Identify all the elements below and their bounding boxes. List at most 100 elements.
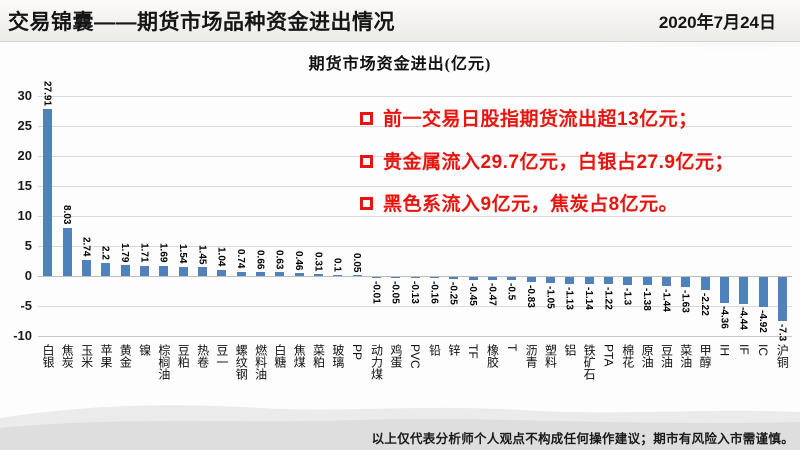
gridline xyxy=(38,126,792,127)
category-cell: 玉米 xyxy=(77,344,96,368)
risk-disclaimer: 以上仅代表分析师个人观点不构成任何操作建议；期市有风险入市需谨慎。 xyxy=(371,432,794,446)
bar-PP xyxy=(352,275,362,276)
category-cell: 铅 xyxy=(425,344,444,356)
category-label: 菜油 xyxy=(678,344,693,368)
bar-value-label: 1.71 xyxy=(138,243,150,263)
bar-焦煤 xyxy=(294,273,304,276)
bar-棉花 xyxy=(623,277,633,285)
category-label: IF xyxy=(736,344,751,355)
bar-鸡蛋 xyxy=(391,277,401,278)
bar-value-label: -4.44 xyxy=(737,306,749,330)
bar-value-label: 1.04 xyxy=(215,247,227,267)
bar-value-label: 0.63 xyxy=(273,249,285,270)
bar-菜粕 xyxy=(313,274,323,276)
gridline xyxy=(38,96,792,97)
category-label: 豆粕 xyxy=(176,344,191,368)
bar-value-label: -4.36 xyxy=(718,306,730,329)
bar-塑料 xyxy=(545,277,555,284)
category-label: 燃料油 xyxy=(253,344,268,380)
chart-title: 期货市场资金进出(亿元) xyxy=(308,56,492,73)
category-cell: 塑料 xyxy=(541,344,560,368)
category-cell: 橡胶 xyxy=(483,344,502,368)
bar-value-label: -1.22 xyxy=(602,287,614,311)
bar-value-label: 2.2 xyxy=(99,245,111,260)
bar-value-label: -1.13 xyxy=(563,286,575,310)
category-cell: 苹果 xyxy=(96,344,115,368)
category-label: 玻璃 xyxy=(330,344,345,368)
category-cell: 棕榈油 xyxy=(154,344,173,380)
category-cell: 铁矿石 xyxy=(579,344,598,380)
category-cell: 动力煤 xyxy=(367,344,386,380)
bar-热卷 xyxy=(197,267,207,276)
bar-镍 xyxy=(139,265,149,276)
y-axis-tick-label: 20 xyxy=(17,148,32,163)
bar-苹果 xyxy=(101,262,111,276)
annotation-text: 前一交易日股指期货流出超13亿元； xyxy=(383,109,698,130)
category-label: 塑料 xyxy=(543,344,558,368)
bar-value-label: 1.69 xyxy=(157,243,169,263)
category-label: 螺纹钢 xyxy=(234,344,249,380)
bar-value-label: -0.05 xyxy=(389,280,401,304)
gridline xyxy=(38,186,792,187)
category-cell: 沪铜 xyxy=(772,344,791,368)
category-cell: 燃料油 xyxy=(251,344,270,380)
bar-豆油 xyxy=(661,277,671,286)
category-label: PP xyxy=(350,344,365,361)
header-bar: 交易锦囊——期货市场品种资金进出情况 2020年7月24日 xyxy=(0,0,800,42)
bar-沥青 xyxy=(526,277,536,282)
bar-value-label: -0.45 xyxy=(467,282,478,306)
category-cell: 玻璃 xyxy=(328,344,347,368)
bar-锌 xyxy=(449,277,459,279)
category-label: 锌 xyxy=(446,344,461,356)
category-cell: 甲醇 xyxy=(695,344,714,368)
bar-豆一 xyxy=(217,269,227,276)
bar-value-label: -1.3 xyxy=(621,287,633,306)
category-cell: 镍 xyxy=(135,344,154,356)
category-label: PTA xyxy=(601,344,616,367)
category-cell: 铝 xyxy=(560,344,579,356)
bar-value-label: -0.01 xyxy=(370,280,382,304)
category-label: 黄金 xyxy=(118,344,133,368)
y-axis-tick-label: -10 xyxy=(13,328,32,343)
category-label: 甲醇 xyxy=(698,344,713,368)
bar-value-label: 0.1 xyxy=(331,258,343,273)
bar-棕榈油 xyxy=(159,265,169,276)
plot-area: 30 25 20 15 10 5 0 -5 -10 27.91 8.03 2.74 2.2 1.79 1.7… xyxy=(13,81,792,343)
category-label: 苹果 xyxy=(98,344,113,368)
bar-value-label: -0.13 xyxy=(409,280,420,304)
bar-沪铜 xyxy=(777,277,787,321)
bar-白银 xyxy=(43,108,53,276)
category-label: 白银 xyxy=(40,344,55,368)
y-axis-tick-label: 25 xyxy=(17,118,32,133)
bar-value-label: -1.63 xyxy=(679,289,691,313)
category-label: 焦炭 xyxy=(60,344,75,368)
bar-螺纹钢 xyxy=(236,271,246,276)
category-cell: 豆粕 xyxy=(173,344,192,368)
category-cell: 白糖 xyxy=(270,344,289,368)
category-cell: 焦炭 xyxy=(57,344,76,368)
category-label: 原油 xyxy=(640,344,655,368)
category-cell: 棉花 xyxy=(618,344,637,368)
category-cell: 原油 xyxy=(637,344,656,368)
bar-value-label: -0.16 xyxy=(428,280,440,304)
category-label: 棉花 xyxy=(620,344,635,368)
bar-动力煤 xyxy=(371,277,381,278)
category-label: TF xyxy=(466,344,481,359)
category-cell: PP xyxy=(347,344,366,360)
category-axis: 白银 焦炭 玉米 苹果 黄金镍棕榈油 豆粕 热卷 豆一 螺纹钢 燃料油 白糖 焦煤 菜粕 玻璃 PP 动力煤鸡… xyxy=(38,344,792,404)
category-label: T xyxy=(504,344,519,352)
gridline xyxy=(38,276,792,277)
y-axis-tick-label: -5 xyxy=(20,298,32,313)
bar-value-label: -1.38 xyxy=(641,288,652,312)
category-cell: 白银 xyxy=(38,344,57,368)
square-bullet-icon xyxy=(360,112,373,125)
category-label: 棕榈油 xyxy=(156,344,171,380)
category-label: 豆油 xyxy=(659,344,674,368)
category-cell: IH xyxy=(714,344,733,356)
category-cell: TF xyxy=(463,344,482,359)
category-cell: 锌 xyxy=(444,344,463,356)
category-label: PVC xyxy=(408,344,423,369)
bar-value-label: 0.31 xyxy=(312,251,324,272)
bar-甲醇 xyxy=(700,277,710,291)
